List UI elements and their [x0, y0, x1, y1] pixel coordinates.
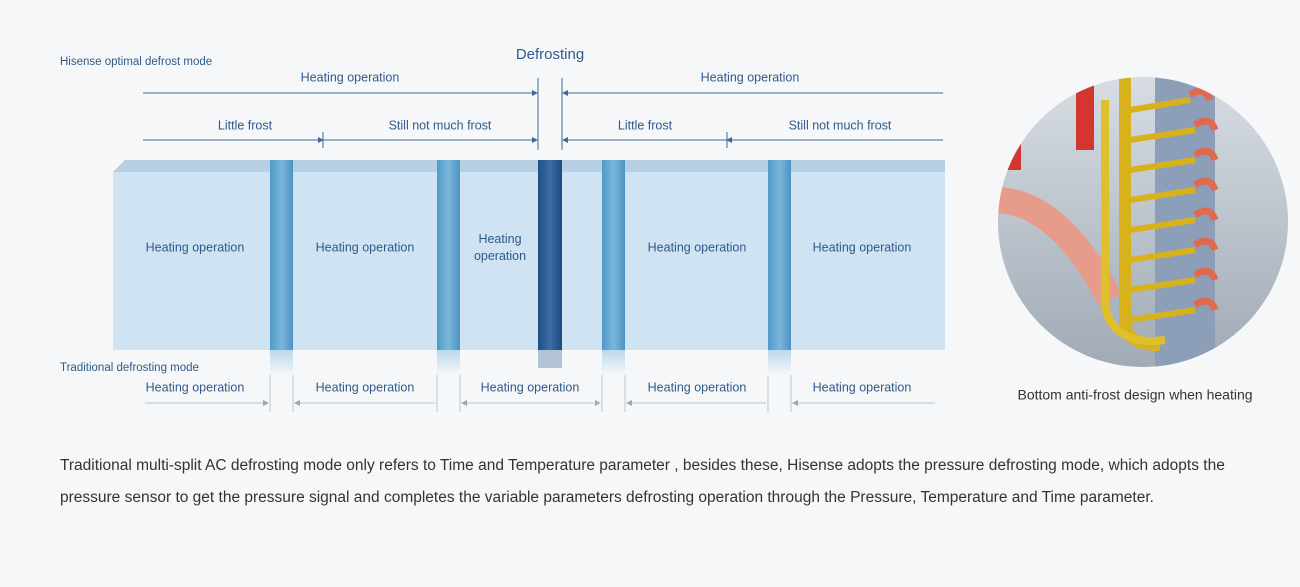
bottom-label: Heating operation: [813, 380, 912, 394]
diagram: Hisense optimal defrost mode Defrosting …: [60, 46, 1288, 412]
top-label: Heating operation: [301, 70, 400, 84]
bottom-label: Heating operation: [648, 380, 747, 394]
description: Traditional multi-split AC defrosting mo…: [60, 457, 1225, 506]
image-caption: Bottom anti-frost design when heating: [1017, 387, 1252, 403]
coil-box: [113, 160, 945, 375]
top-arrows: [143, 78, 943, 150]
box-label: Heating operation: [146, 240, 245, 254]
frost-label: Little frost: [618, 118, 673, 132]
optimal-mode-label: Hisense optimal defrost mode: [60, 56, 212, 68]
box-label: Heating operation: [474, 232, 526, 263]
frost-label: Still not much frost: [389, 118, 492, 132]
frost-label: Little frost: [218, 118, 273, 132]
bottom-label: Heating operation: [316, 380, 415, 394]
top-label: Heating operation: [701, 70, 800, 84]
frost-label: Still not much frost: [789, 118, 892, 132]
product-image: [998, 77, 1288, 367]
box-label: Heating operation: [648, 240, 747, 254]
box-label: Heating operation: [813, 240, 912, 254]
text-line: Heating: [478, 232, 521, 246]
bottom-label: Heating operation: [146, 380, 245, 394]
bottom-label: Heating operation: [481, 380, 580, 394]
box-label: Heating operation: [316, 240, 415, 254]
defrost-label: Defrosting: [516, 46, 584, 63]
traditional-mode-label: Traditional defrosting mode: [60, 362, 199, 374]
bottom-arrows: [145, 375, 935, 412]
text-line: operation: [474, 249, 526, 263]
